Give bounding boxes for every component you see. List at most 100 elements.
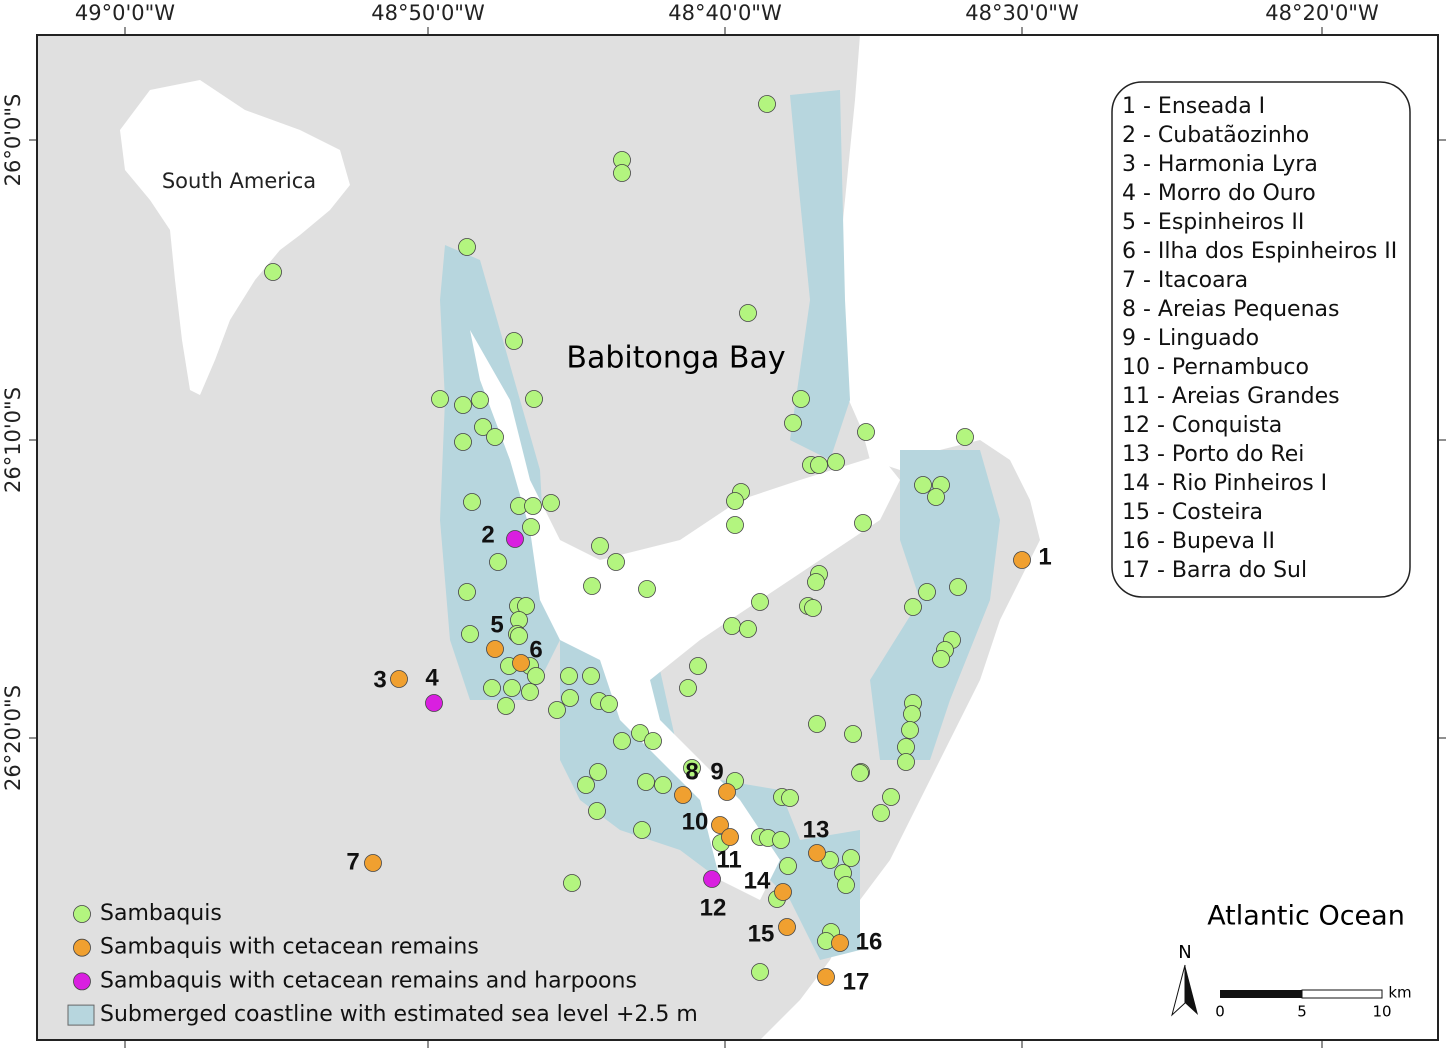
sambaqui <box>723 617 741 635</box>
sambaqui <box>739 304 757 322</box>
sambaqui <box>613 732 631 750</box>
longitude-label: 48°30'0"W <box>965 1 1079 25</box>
latitude-label: 26°10'0"S <box>1 387 25 493</box>
site-number: 4 <box>425 664 439 691</box>
sambaqui <box>583 577 601 595</box>
sambaqui <box>844 725 862 743</box>
sambaqui <box>489 553 507 571</box>
sambaqui <box>588 802 606 820</box>
sambaqui <box>524 497 542 515</box>
legend-label: Sambaquis <box>100 901 222 926</box>
site-marker <box>425 694 443 712</box>
site-list-item: 1 - Enseada I <box>1122 94 1265 119</box>
sambaqui <box>497 697 515 715</box>
site-marker <box>512 654 530 672</box>
site-number: 6 <box>529 636 542 663</box>
site-list-item: 7 - Itacoara <box>1122 268 1248 293</box>
sambaqui <box>548 701 566 719</box>
sambaqui <box>903 705 921 723</box>
sambaqui <box>589 763 607 781</box>
sambaqui <box>851 764 869 782</box>
sambaqui <box>842 849 860 867</box>
site-marker <box>774 883 792 901</box>
site-number: 5 <box>490 611 503 638</box>
site-marker <box>486 640 504 658</box>
sambaqui <box>683 759 701 777</box>
scale-unit: km <box>1388 984 1411 1002</box>
sambaqui <box>486 428 504 446</box>
site-number: 7 <box>346 848 359 875</box>
sambaqui <box>739 620 757 638</box>
sambaqui <box>654 776 672 794</box>
sambaqui <box>882 788 900 806</box>
sambaqui <box>808 715 826 733</box>
north-arrow <box>1185 965 1198 1015</box>
site-marker <box>711 816 729 834</box>
scale-tick: 10 <box>1372 1003 1391 1021</box>
sambaqui <box>631 724 649 742</box>
sambaqui <box>932 650 950 668</box>
site-list-item: 12 - Conquista <box>1122 413 1282 438</box>
legend-label: Sambaquis with cetacean remains and harp… <box>100 968 637 993</box>
site-number: 2 <box>481 521 494 548</box>
site-number: 16 <box>856 928 883 955</box>
sambaqui <box>527 667 545 685</box>
legend-marker <box>73 938 91 957</box>
site-number: 3 <box>373 666 386 693</box>
longitude-label: 48°20'0"W <box>1265 1 1379 25</box>
sambaqui <box>561 689 579 707</box>
site-list-item: 5 - Espinheiros II <box>1122 210 1304 235</box>
sambaqui <box>751 593 769 611</box>
sambaqui <box>807 573 825 591</box>
sambaqui <box>517 597 535 615</box>
legend-marker <box>67 1004 95 1026</box>
legend-marker <box>73 905 91 923</box>
sambaqui <box>522 518 540 536</box>
sambaqui <box>751 963 769 981</box>
sambaqui <box>897 738 915 756</box>
site-marker <box>390 670 408 688</box>
north-label: N <box>1178 942 1191 963</box>
sambaqui <box>779 857 797 875</box>
ocean-label: Atlantic Ocean <box>1207 901 1405 932</box>
site-list-box <box>1111 81 1411 598</box>
sambaqui <box>897 753 915 771</box>
scale-tick: 0 <box>1215 1003 1225 1021</box>
sambaqui <box>563 874 581 892</box>
sambaqui <box>633 821 651 839</box>
sambaqui <box>542 494 560 512</box>
site-number: 10 <box>682 808 709 835</box>
sambaqui <box>918 583 936 601</box>
longitude-label: 48°50'0"W <box>371 1 485 25</box>
site-number: 11 <box>716 846 741 873</box>
site-marker <box>674 786 692 804</box>
site-number: 15 <box>748 920 775 947</box>
site-marker <box>831 934 849 952</box>
sambaqui <box>560 667 578 685</box>
site-list-item: 10 - Pernambuco <box>1122 355 1309 380</box>
longitude-label: 48°40'0"W <box>668 1 782 25</box>
sambaqui <box>461 625 479 643</box>
sambaqui <box>505 332 523 350</box>
scale-bar <box>1220 990 1302 998</box>
site-marker <box>703 870 721 888</box>
sambaqui <box>525 390 543 408</box>
site-marker <box>364 854 382 872</box>
sambaqui <box>264 263 282 281</box>
site-marker <box>721 828 739 846</box>
site-list-item: 16 - Bupeva II <box>1122 529 1275 554</box>
site-marker <box>1013 551 1031 569</box>
sambaqui <box>726 516 744 534</box>
sambaqui <box>463 493 481 511</box>
site-number: 9 <box>710 758 723 785</box>
site-list-item: 13 - Porto do Rei <box>1122 442 1304 467</box>
sambaqui <box>792 390 810 408</box>
sambaqui <box>600 695 618 713</box>
sambaqui <box>827 453 845 471</box>
sambaqui <box>758 95 776 113</box>
site-marker <box>808 844 826 862</box>
sambaqui <box>857 423 875 441</box>
site-list-item: 11 - Areias Grandes <box>1122 384 1340 409</box>
site-number: 8 <box>685 758 698 785</box>
sambaqui <box>483 679 501 697</box>
